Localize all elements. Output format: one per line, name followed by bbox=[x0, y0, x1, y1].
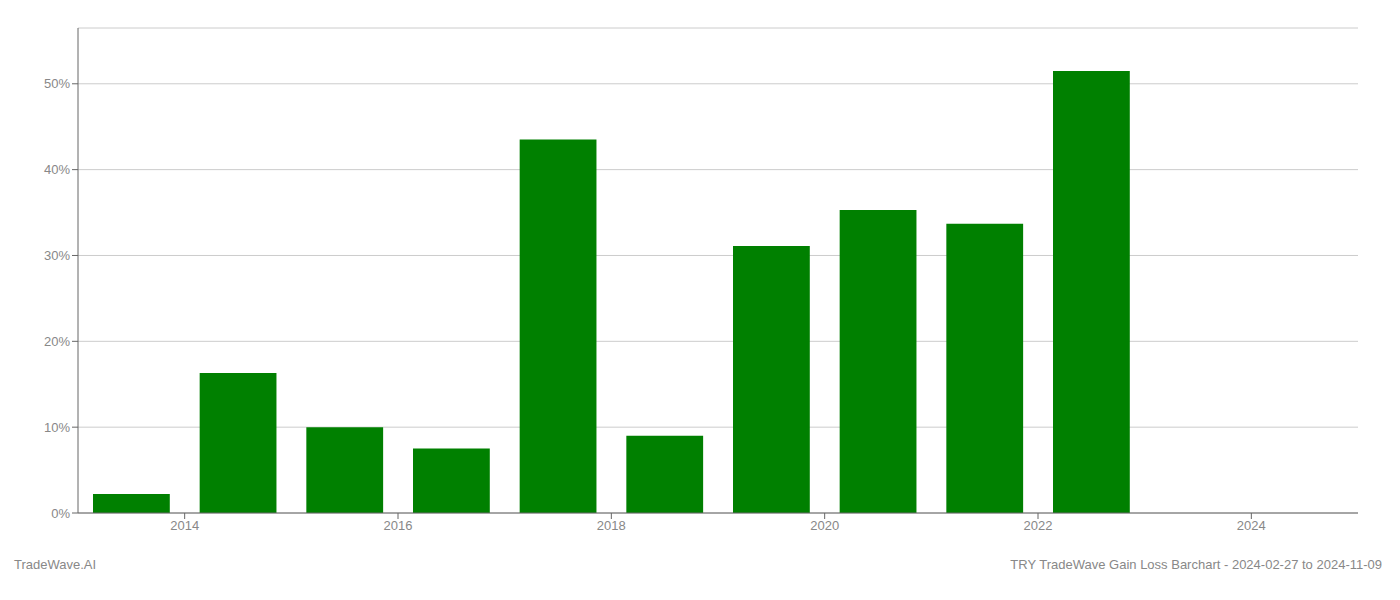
svg-text:0%: 0% bbox=[51, 506, 70, 521]
svg-text:2016: 2016 bbox=[384, 518, 413, 533]
svg-text:40%: 40% bbox=[44, 162, 70, 177]
svg-text:2020: 2020 bbox=[810, 518, 839, 533]
html-text:TRY TradeWave Gain Loss Barcha: TRY TradeWave Gain Loss Barchart - 2024-… bbox=[1010, 557, 1382, 572]
svg-text:30%: 30% bbox=[44, 248, 70, 263]
svg-text:20%: 20% bbox=[44, 334, 70, 349]
svg-text:2024: 2024 bbox=[1237, 518, 1266, 533]
svg-text:2014: 2014 bbox=[170, 518, 199, 533]
svg-text:50%: 50% bbox=[44, 76, 70, 91]
svg-text:2018: 2018 bbox=[597, 518, 626, 533]
html-text:TradeWave.AI: TradeWave.AI bbox=[14, 557, 97, 572]
svg-text:10%: 10% bbox=[44, 420, 70, 435]
svg-text:2022: 2022 bbox=[1024, 518, 1053, 533]
